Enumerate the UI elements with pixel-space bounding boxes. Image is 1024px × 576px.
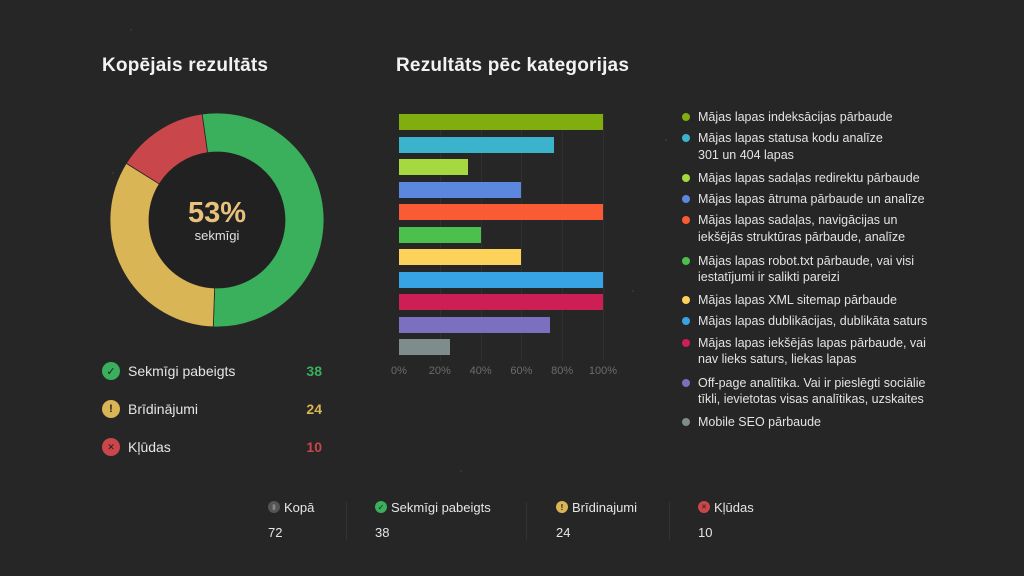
donut-chart xyxy=(110,113,324,327)
x-tick-label: 40% xyxy=(469,365,492,377)
legend-label: Mobile SEO pārbaude xyxy=(698,414,821,429)
category-bar xyxy=(399,271,603,288)
legend-dot-icon xyxy=(682,113,690,121)
legend-label: Off-page analītika. Vai ir pieslēgti soc… xyxy=(698,375,926,407)
category-bar xyxy=(399,316,550,333)
x-tick-label: 100% xyxy=(588,365,618,377)
legend-label: Mājas lapas indeksācijas pārbaude xyxy=(698,110,893,124)
summary-value: 24 xyxy=(306,401,322,417)
legend-item: Mājas lapas robot.txt pārbaude, vai visi… xyxy=(682,253,972,286)
legend-dot-icon xyxy=(682,338,690,347)
category-bar xyxy=(399,204,603,220)
error-circle-icon: ✕ xyxy=(698,501,710,513)
stat-success: ✓ Sekmīgi pabeigts 38 xyxy=(346,498,526,542)
summary-label: Brīdinājumi xyxy=(128,401,199,417)
warning-circle-icon: ! xyxy=(556,501,568,513)
gridline xyxy=(562,113,564,361)
x-tick-label: 80% xyxy=(551,365,574,377)
summary-value: 38 xyxy=(306,363,322,379)
category-result-title: Rezultāts pēc kategorijas xyxy=(396,55,630,76)
legend-label: Mājas lapas dublikācijas, dublikāta satu… xyxy=(698,313,928,328)
stat-warnings: ! Brīdinajumi 24 xyxy=(526,498,669,542)
stat-label: Kopā xyxy=(284,499,315,515)
stat-total: ▮ Kopā 72 xyxy=(268,498,346,542)
donut-hole xyxy=(149,152,285,288)
legend-dot-icon xyxy=(682,417,690,426)
background-speck xyxy=(460,470,462,472)
legend-label: Mājas lapas iekšējās lapas pārbaude, vai… xyxy=(698,335,926,367)
stat-errors: ✕ Kļūdas 10 xyxy=(669,498,789,542)
legend-label: Mājas lapas ātruma pārbaude un analīze xyxy=(698,191,925,206)
error-circle-icon: ✕ xyxy=(102,438,120,456)
category-bar xyxy=(399,226,481,243)
summary-list: ✓ Sekmīgi pabeigts 38 ! Brīdinājumi 24 ✕… xyxy=(102,352,322,466)
stat-label: Brīdinajumi xyxy=(572,499,638,515)
background-speck xyxy=(112,172,114,174)
bar-chart-circle-icon: ▮ xyxy=(268,501,280,513)
background-speck xyxy=(665,139,667,141)
x-tick-label: 20% xyxy=(428,365,451,377)
legend-dot-icon xyxy=(682,316,690,325)
legend-item: Mājas lapas sadaļas redirektu pārbaude xyxy=(682,170,972,187)
legend-item: Mājas lapas XML sitemap pārbaude xyxy=(682,292,972,309)
category-bar xyxy=(399,114,603,130)
category-bar xyxy=(399,339,450,355)
category-bar-chart xyxy=(399,113,604,361)
gridline xyxy=(603,113,604,361)
category-bar xyxy=(399,294,603,310)
summary-row-warnings: ! Brīdinājumi 24 xyxy=(102,390,322,428)
stat-value: 24 xyxy=(556,525,571,540)
legend-dot-icon xyxy=(682,134,690,142)
legend-item: Mājas lapas iekšējās lapas pārbaude, vai… xyxy=(682,335,972,368)
x-tick-label: 60% xyxy=(510,365,533,377)
stat-value: 38 xyxy=(375,525,390,540)
summary-row-success: ✓ Sekmīgi pabeigts 38 xyxy=(102,352,322,390)
summary-label: Sekmīgi pabeigts xyxy=(128,363,236,379)
bottom-stats: ▮ Kopā 72 ✓ Sekmīgi pabeigts 38 ! Brīdin… xyxy=(268,498,789,542)
legend-dot-icon xyxy=(682,194,690,203)
legend-label: Mājas lapas statusa kodu analīze 301 un … xyxy=(698,131,883,162)
legend-item: Mājas lapas statusa kodu analīze 301 un … xyxy=(682,130,972,163)
legend-dot-icon xyxy=(682,174,690,182)
gridline xyxy=(521,113,523,361)
legend-dot-icon xyxy=(682,296,690,304)
legend-label: Mājas lapas robot.txt pārbaude, vai visi… xyxy=(698,253,915,285)
background-speck xyxy=(130,29,132,31)
x-tick-label: 0% xyxy=(391,365,407,377)
legend-dot-icon xyxy=(682,256,690,265)
summary-row-errors: ✕ Kļūdas 10 xyxy=(102,428,322,466)
overall-result-title: Kopējais rezultāts xyxy=(102,55,269,76)
check-circle-icon: ✓ xyxy=(375,501,387,513)
legend-item: Mobile SEO pārbaude xyxy=(682,414,972,431)
divider xyxy=(526,502,527,540)
summary-label: Kļūdas xyxy=(128,439,171,455)
gridline xyxy=(480,113,482,361)
stat-label: Sekmīgi pabeigts xyxy=(391,499,491,515)
legend-label: Mājas lapas XML sitemap pārbaude xyxy=(698,293,897,307)
category-bar xyxy=(399,136,555,153)
legend-item: Mājas lapas indeksācijas pārbaude xyxy=(682,109,972,126)
stat-label: Kļūdas xyxy=(714,499,754,515)
stat-value: 10 xyxy=(698,525,713,540)
background-speck xyxy=(632,290,634,292)
legend-dot-icon xyxy=(682,216,690,224)
divider xyxy=(346,502,347,540)
legend-label: Mājas lapas sadaļas redirektu pārbaude xyxy=(698,171,920,185)
divider xyxy=(669,502,670,540)
legend-item: Mājas lapas sadaļas, navigācijas un iekš… xyxy=(682,212,972,245)
x-axis-labels: 0% 20% 40% 60% 80% 100% xyxy=(389,365,629,379)
category-bar xyxy=(399,249,522,265)
legend-dot-icon xyxy=(682,378,690,387)
legend-item: Off-page analītika. Vai ir pieslēgti soc… xyxy=(682,375,972,408)
legend-item: Mājas lapas ātruma pārbaude un analīze xyxy=(682,191,972,208)
legend-item: Mājas lapas dublikācijas, dublikāta satu… xyxy=(682,313,972,330)
category-bar xyxy=(399,181,522,198)
check-circle-icon: ✓ xyxy=(102,362,120,380)
category-legend: Mājas lapas indeksācijas pārbaude Mājas l… xyxy=(682,109,972,430)
warning-circle-icon: ! xyxy=(102,400,120,418)
summary-value: 10 xyxy=(306,439,322,455)
category-bar xyxy=(399,159,469,175)
stat-value: 72 xyxy=(268,525,283,540)
legend-label: Mājas lapas sadaļas, navigācijas un iekš… xyxy=(698,213,906,244)
